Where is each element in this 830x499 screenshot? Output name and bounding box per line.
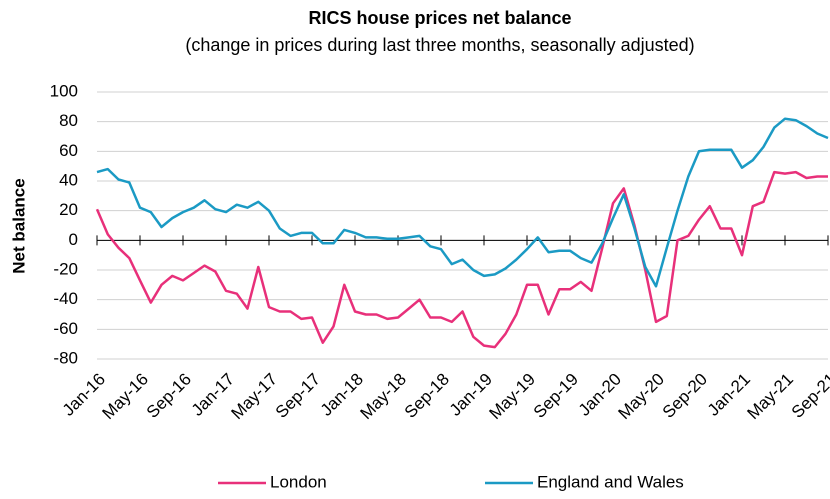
y-tick-label: -40 [53,289,78,308]
y-tick-label: 0 [69,230,78,249]
y-tick-label: 60 [59,141,78,160]
x-tick-label: Sep-19 [530,370,582,422]
y-tick-label: -80 [53,348,78,367]
series-line [95,170,828,349]
x-tick-label: Sep-16 [143,370,195,422]
chart-subtitle: (change in prices during last three mont… [185,35,694,55]
x-tick-label: May-19 [485,370,539,424]
x-tick-label: Sep-21 [788,370,830,422]
legend-label: London [270,472,327,491]
y-tick-label: 100 [50,81,78,100]
y-tick-label: -60 [53,319,78,338]
x-tick-label: Sep-18 [401,370,453,422]
x-tick-label: Sep-20 [659,370,711,422]
chart-title: RICS house prices net balance [308,8,571,28]
x-tick-label: May-21 [743,370,797,424]
x-tick-label: May-17 [227,370,281,424]
legend-label: England and Wales [537,472,684,491]
y-tick-label: -20 [53,259,78,278]
series-line [96,117,829,288]
x-tick-label: May-16 [98,370,152,424]
x-tick-label: May-18 [356,370,410,424]
x-tick-label: Sep-17 [272,370,324,422]
x-tick-label: May-20 [614,370,668,424]
y-tick-label: 80 [59,111,78,130]
y-axis-label: Net balance [9,178,28,273]
y-tick-label: 20 [59,200,78,219]
y-tick-label: 40 [59,170,78,189]
